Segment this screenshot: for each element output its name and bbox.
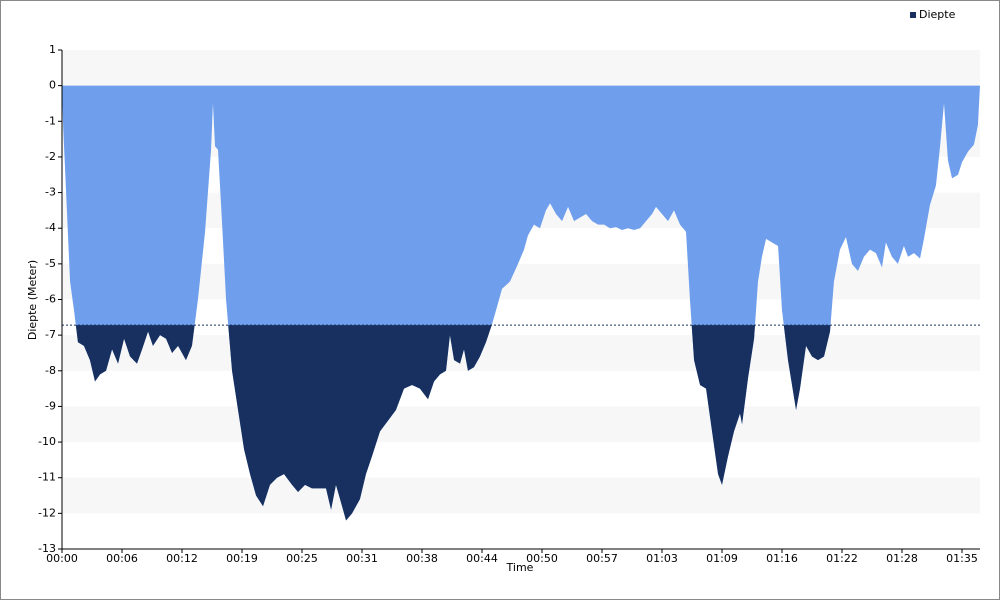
x-tick-label: 01:22: [826, 552, 858, 565]
y-tick-label: -9: [45, 399, 56, 412]
grid-band: [62, 477, 980, 514]
x-tick-label: 00:57: [586, 552, 618, 565]
grid-band: [62, 406, 980, 443]
y-tick-label: 0: [49, 79, 56, 92]
y-tick-label: -4: [45, 221, 56, 234]
x-tick-label: 00:44: [466, 552, 498, 565]
y-tick-label: -7: [45, 328, 56, 341]
y-tick-label: 1: [49, 43, 56, 56]
x-tick-label: 01:03: [646, 552, 678, 565]
y-tick-label: -3: [45, 186, 56, 199]
deep-area: [75, 325, 831, 521]
legend-swatch: [910, 12, 916, 18]
x-tick-label: 00:25: [286, 552, 318, 565]
x-tick-label: 00:06: [106, 552, 138, 565]
legend-label: Diepte: [919, 8, 956, 21]
y-tick-label: -5: [45, 257, 56, 270]
y-axis-label: Diepte (Meter): [26, 260, 39, 340]
y-tick-label: -13: [38, 542, 56, 555]
x-tick-label: 01:09: [706, 552, 738, 565]
x-tick-label: 00:19: [226, 552, 258, 565]
y-tick-label: -2: [45, 150, 56, 163]
x-tick-label: 01:28: [886, 552, 918, 565]
x-axis-label: Time: [506, 561, 534, 574]
x-tick-label: 00:12: [166, 552, 198, 565]
y-tick-label: -1: [45, 114, 56, 127]
x-tick-label: 00:00: [46, 552, 78, 565]
x-tick-label: 00:50: [526, 552, 558, 565]
y-tick-label: -11: [38, 471, 56, 484]
x-tick-label: 00:31: [346, 552, 378, 565]
y-tick-label: -8: [45, 364, 56, 377]
grid-band: [62, 335, 980, 371]
x-tick-label: 01:35: [946, 552, 978, 565]
y-tick-label: -12: [38, 506, 56, 519]
grid-band: [62, 50, 980, 86]
x-tick-label: 00:38: [406, 552, 438, 565]
y-tick-label: -10: [38, 435, 56, 448]
x-tick-label: 01:16: [766, 552, 798, 565]
y-tick-label: -6: [45, 293, 56, 306]
